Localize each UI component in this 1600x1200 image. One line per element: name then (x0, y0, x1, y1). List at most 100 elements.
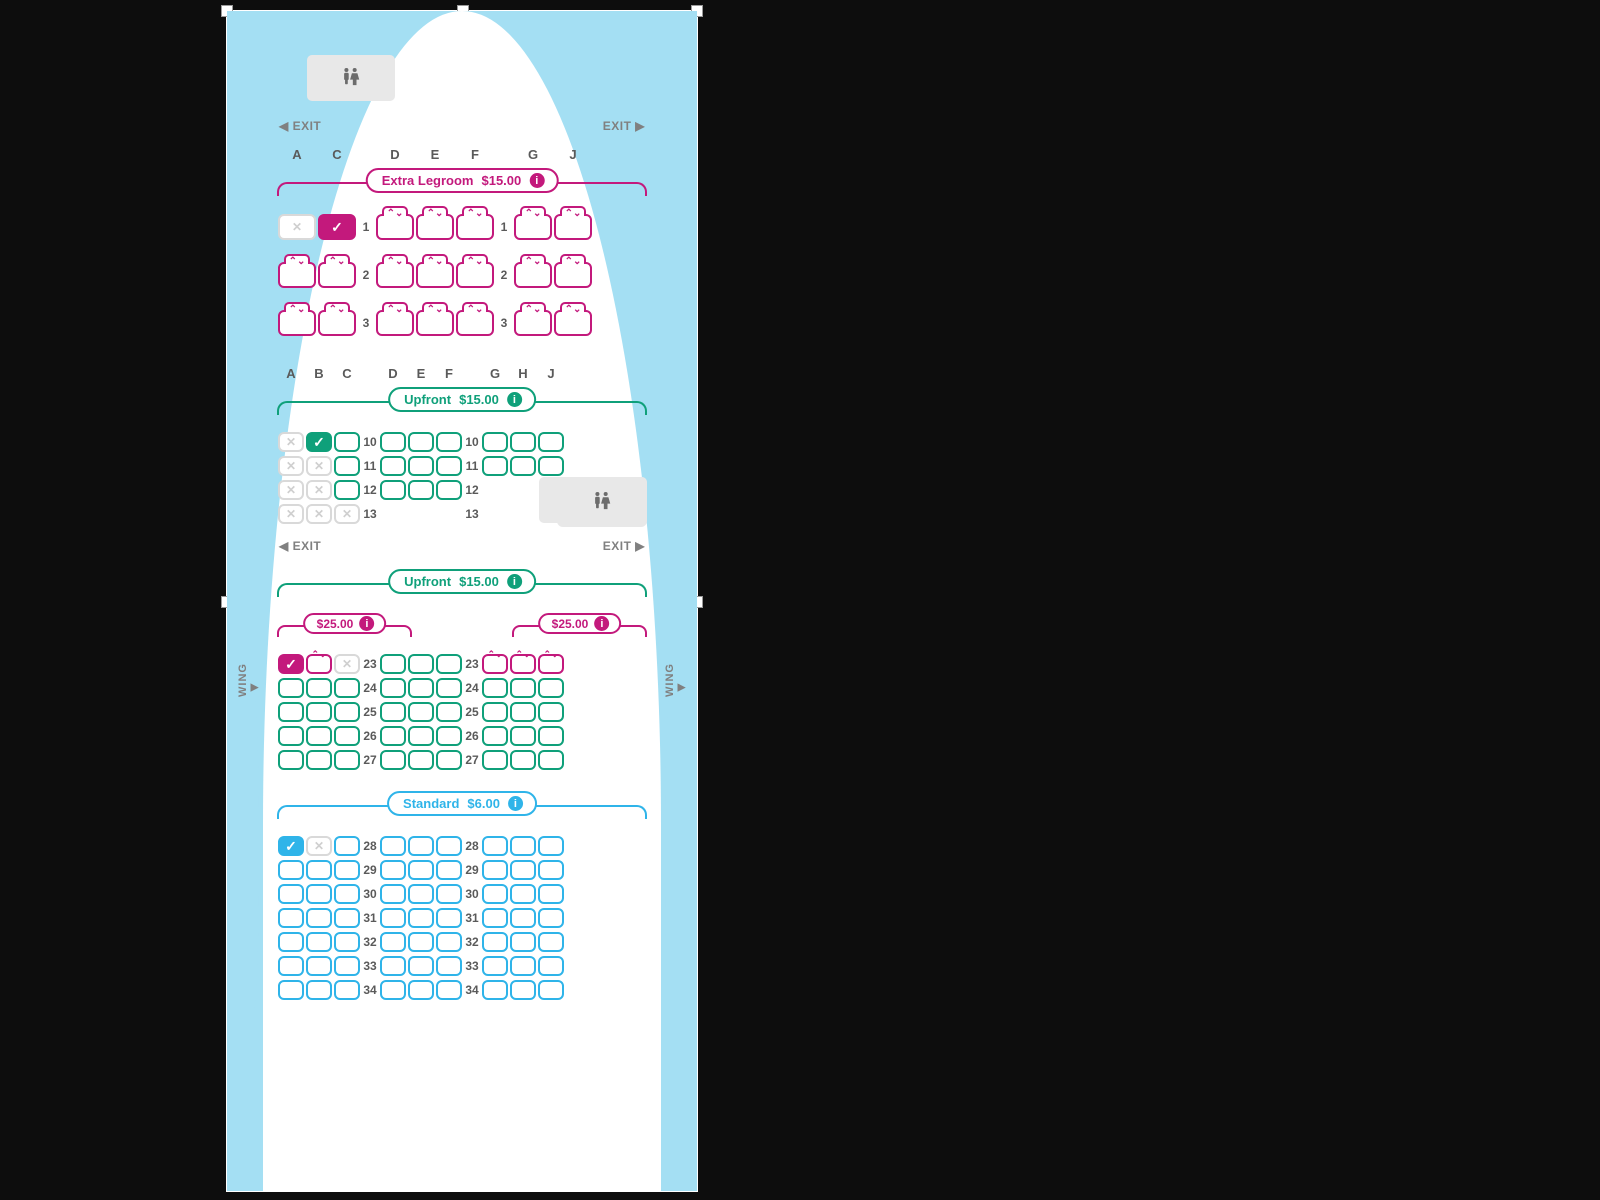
seat-available[interactable] (482, 726, 508, 746)
seat-available[interactable] (482, 678, 508, 698)
seat-available[interactable] (482, 836, 508, 856)
seat-available[interactable] (278, 884, 304, 904)
seat-available[interactable] (538, 908, 564, 928)
seat-available[interactable] (278, 980, 304, 1000)
seat-available[interactable] (380, 678, 406, 698)
seat-available[interactable] (436, 908, 462, 928)
seat-available[interactable]: ⌃⌄ (456, 310, 494, 336)
seat-available[interactable] (334, 932, 360, 952)
seat-available[interactable]: ⌃⌄ (278, 262, 316, 288)
seat-available[interactable] (380, 932, 406, 952)
seat-available[interactable] (306, 702, 332, 722)
seat-available[interactable] (334, 836, 360, 856)
seat-available[interactable] (334, 860, 360, 880)
seat-available[interactable] (436, 456, 462, 476)
section-pill[interactable]: Upfront $15.00 i (388, 569, 536, 594)
seat-available[interactable] (380, 480, 406, 500)
seat-available[interactable] (380, 956, 406, 976)
seat-available[interactable]: ⌃⌄ (514, 214, 552, 240)
seat-available[interactable] (380, 432, 406, 452)
seat-available[interactable] (482, 956, 508, 976)
seat-available[interactable] (408, 726, 434, 746)
seat-available[interactable] (334, 480, 360, 500)
seat-available[interactable] (334, 456, 360, 476)
seat-selected[interactable]: ✓ (278, 654, 304, 674)
seat-available[interactable] (380, 860, 406, 880)
seat-available[interactable] (436, 836, 462, 856)
seat-available[interactable] (538, 456, 564, 476)
info-icon[interactable]: i (508, 796, 523, 811)
seat-available[interactable] (436, 726, 462, 746)
seat-available[interactable] (510, 432, 536, 452)
seat-available[interactable] (510, 678, 536, 698)
seat-available[interactable] (380, 750, 406, 770)
seat-available[interactable] (334, 956, 360, 976)
seat-available[interactable] (510, 956, 536, 976)
seat-available[interactable] (306, 884, 332, 904)
seat-available[interactable] (408, 884, 434, 904)
seat-selected[interactable]: ✓ (306, 432, 332, 452)
seat-available[interactable] (482, 432, 508, 452)
section-pill[interactable]: Standard $6.00 i (387, 791, 537, 816)
subsection-pill[interactable]: $25.00 i (303, 613, 387, 634)
seat-available[interactable] (436, 884, 462, 904)
seat-available[interactable] (538, 750, 564, 770)
seat-available[interactable] (510, 860, 536, 880)
seat-available[interactable] (436, 678, 462, 698)
seat-available[interactable] (306, 860, 332, 880)
seat-available[interactable] (408, 956, 434, 976)
seat-available[interactable] (306, 908, 332, 928)
seat-available[interactable]: ⌃⌄ (318, 262, 356, 288)
seat-available[interactable] (482, 980, 508, 1000)
seat-available[interactable] (380, 702, 406, 722)
seat-available[interactable] (380, 836, 406, 856)
seat-available[interactable] (436, 750, 462, 770)
seat-available[interactable] (408, 750, 434, 770)
seat-available[interactable] (436, 980, 462, 1000)
seat-available[interactable] (538, 860, 564, 880)
seat-available[interactable]: ⌃⌄ (514, 262, 552, 288)
seat-available[interactable] (510, 726, 536, 746)
info-icon[interactable]: i (594, 616, 609, 631)
seat-available[interactable] (278, 702, 304, 722)
seat-available[interactable] (306, 678, 332, 698)
seat-available[interactable] (278, 908, 304, 928)
seat-available[interactable] (482, 702, 508, 722)
section-pill[interactable]: Extra Legroom $15.00 i (366, 168, 559, 193)
seat-available[interactable] (334, 432, 360, 452)
seat-available[interactable] (482, 884, 508, 904)
seat-available[interactable] (482, 750, 508, 770)
seat-available[interactable] (408, 480, 434, 500)
seat-available[interactable]: ⌃⌄ (376, 214, 414, 240)
seat-available[interactable] (278, 726, 304, 746)
seat-available[interactable] (334, 908, 360, 928)
seat-available[interactable] (408, 836, 434, 856)
seat-available[interactable] (510, 980, 536, 1000)
seat-available[interactable]: ⌃⌄ (318, 310, 356, 336)
seat-available[interactable] (510, 702, 536, 722)
seat-available[interactable] (408, 980, 434, 1000)
seat-available[interactable] (380, 456, 406, 476)
seat-available[interactable] (306, 932, 332, 952)
seat-available[interactable] (380, 908, 406, 928)
seat-available[interactable] (436, 932, 462, 952)
info-icon[interactable]: i (507, 392, 522, 407)
seat-available[interactable] (408, 908, 434, 928)
seat-available[interactable] (306, 726, 332, 746)
seat-available[interactable]: ⌃⌄ (416, 214, 454, 240)
seat-available[interactable] (510, 932, 536, 952)
seat-available[interactable] (510, 750, 536, 770)
seat-available[interactable]: ⌃⌄ (554, 310, 592, 336)
seat-available[interactable] (278, 956, 304, 976)
seat-available[interactable] (436, 702, 462, 722)
seat-available[interactable] (436, 480, 462, 500)
seat-available[interactable]: ⌃⌄ (376, 262, 414, 288)
seat-available[interactable] (380, 980, 406, 1000)
seat-available[interactable]: ⌃⌄ (514, 310, 552, 336)
seat-available[interactable] (408, 432, 434, 452)
seat-available[interactable] (306, 980, 332, 1000)
info-icon[interactable]: i (359, 616, 374, 631)
image-frame[interactable]: WING◀ WING◀ ◀ EXIT EXIT ▶ ACDEFGJ Extra … (226, 10, 698, 1192)
seat-available[interactable] (436, 860, 462, 880)
seat-available[interactable] (482, 860, 508, 880)
